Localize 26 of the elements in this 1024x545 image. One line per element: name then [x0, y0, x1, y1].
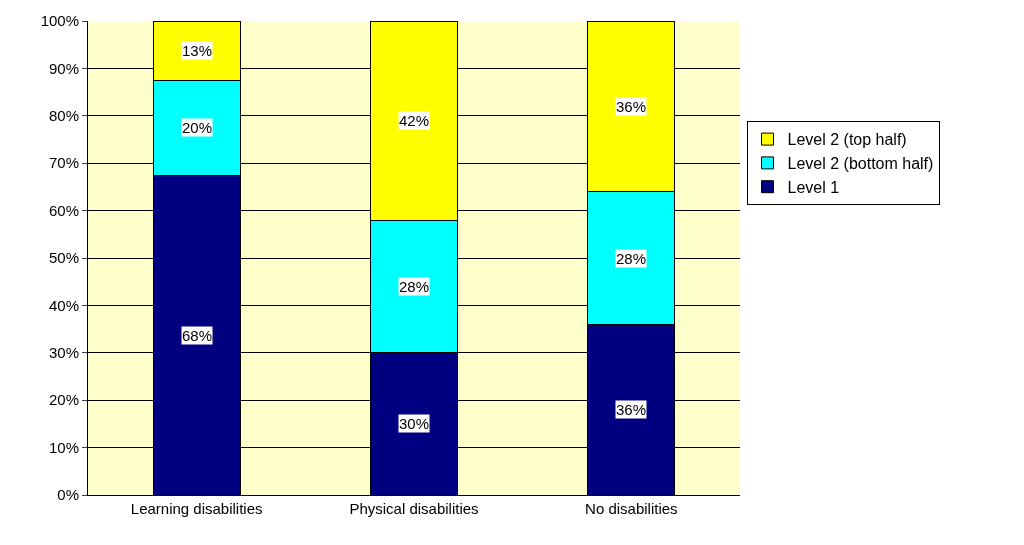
x-tick-label: No disabilities: [585, 500, 678, 517]
x-tick-label: Learning disabilities: [130, 500, 263, 517]
y-tick-label: 90%: [48, 59, 79, 77]
y-tick-label: 100%: [40, 12, 79, 30]
data-label: 42%: [399, 112, 430, 129]
legend-label: Level 2 (top half): [787, 131, 907, 149]
legend-label: Level 1: [787, 178, 840, 196]
y-tick-label: 30%: [48, 344, 79, 362]
data-label: 36%: [616, 98, 647, 115]
data-label: 30%: [399, 415, 430, 432]
y-tick-label: 60%: [48, 201, 79, 219]
data-label: 28%: [616, 250, 647, 267]
y-tick-label: 80%: [48, 107, 79, 125]
y-tick-label: 10%: [48, 438, 79, 456]
x-tick-label: Physical disabilities: [349, 500, 479, 517]
data-label: 28%: [399, 278, 430, 295]
y-tick-label: 70%: [48, 154, 79, 172]
y-tick-label: 40%: [48, 296, 79, 314]
data-label: 20%: [182, 119, 213, 136]
data-label: 13%: [182, 42, 213, 59]
y-tick-label: 20%: [48, 391, 79, 409]
data-label: 68%: [182, 327, 213, 344]
y-tick-label: 50%: [48, 249, 79, 267]
data-label: 36%: [616, 401, 647, 418]
y-tick-label: 0%: [57, 486, 79, 504]
legend-label: Level 2 (bottom half): [787, 155, 934, 173]
